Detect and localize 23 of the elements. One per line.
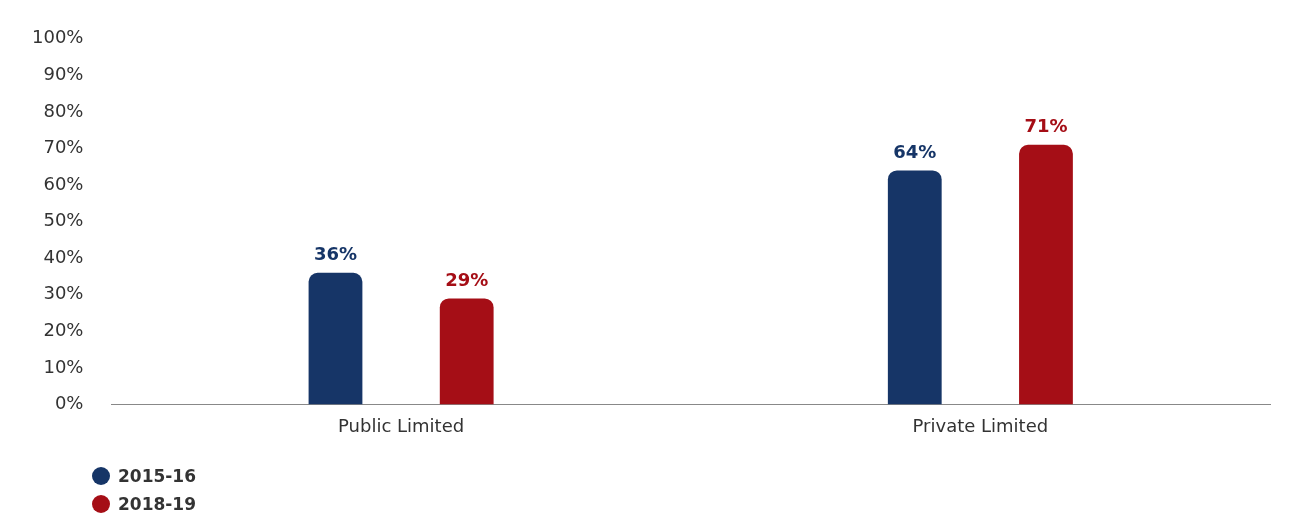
data-label: 36% bbox=[313, 243, 358, 265]
bar bbox=[1019, 144, 1073, 405]
legend-label: 2015-16 bbox=[118, 466, 197, 486]
x-tick-label: Private Limited bbox=[912, 414, 1049, 436]
x-tick-label: Public Limited bbox=[338, 414, 465, 436]
y-tick-label: 30% bbox=[43, 282, 84, 304]
y-tick-label: 10% bbox=[43, 355, 84, 377]
bar bbox=[887, 170, 942, 405]
bar bbox=[308, 272, 363, 405]
data-label: 29% bbox=[445, 269, 489, 291]
y-tick-label: 0% bbox=[54, 392, 84, 414]
y-tick-label: 40% bbox=[43, 245, 84, 267]
y-tick-label: 50% bbox=[43, 209, 84, 231]
y-tick-label: 90% bbox=[43, 63, 84, 85]
y-tick-label: 20% bbox=[43, 318, 84, 340]
y-tick-label: 70% bbox=[43, 136, 84, 158]
y-tick-label: 80% bbox=[43, 99, 84, 121]
bar bbox=[439, 298, 494, 405]
y-tick-label: 60% bbox=[43, 172, 84, 194]
data-label: 71% bbox=[1024, 115, 1068, 137]
y-tick-label: 100% bbox=[31, 26, 84, 48]
legend-label: 2018-19 bbox=[118, 494, 197, 514]
data-label: 64% bbox=[893, 141, 937, 163]
